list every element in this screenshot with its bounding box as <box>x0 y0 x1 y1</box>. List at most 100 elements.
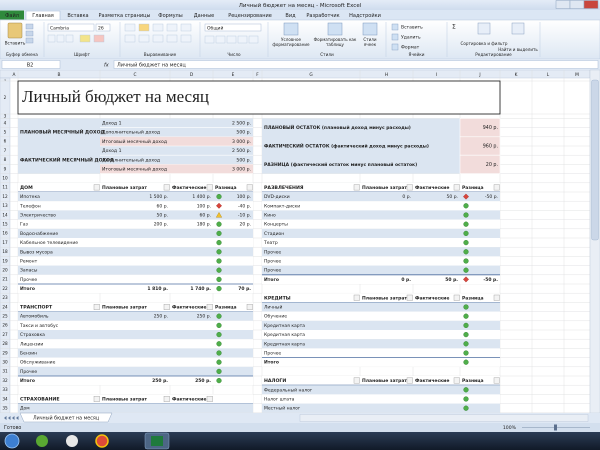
tab-label[interactable]: Вид <box>285 13 296 19</box>
font-style-button[interactable] <box>56 34 65 43</box>
font-color-button[interactable] <box>93 34 105 43</box>
filter-dropdown[interactable] <box>246 184 253 191</box>
name-box-value[interactable]: B2 <box>27 62 34 68</box>
tab-label[interactable]: Файл <box>5 12 19 19</box>
row-header[interactable]: 5 <box>4 130 7 135</box>
row-header[interactable]: 26 <box>2 323 8 328</box>
excel-icon[interactable] <box>151 436 163 446</box>
ribbon-tab[interactable]: Данные <box>194 13 215 19</box>
row-header[interactable]: 23 <box>2 295 8 300</box>
tab-label[interactable]: Разметка страницы <box>99 13 151 19</box>
filter-dropdown[interactable] <box>206 396 213 402</box>
cell-styles-icon[interactable] <box>362 22 378 36</box>
number-button[interactable] <box>248 35 259 44</box>
column-header[interactable]: J <box>478 72 480 78</box>
filter-dropdown[interactable] <box>493 184 500 191</box>
align-button[interactable] <box>152 23 164 32</box>
tab-label[interactable]: Рецензирование <box>228 13 272 19</box>
ribbon-tab[interactable]: Разметка страницы <box>99 13 151 19</box>
close-button[interactable] <box>583 0 599 9</box>
column-header[interactable]: I <box>436 72 437 78</box>
filter-dropdown[interactable] <box>453 184 460 191</box>
zoom-thumb[interactable] <box>554 424 557 431</box>
cell-styles-button[interactable]: Стили ячеек <box>363 37 377 47</box>
row-header[interactable]: 20 <box>2 268 8 273</box>
format-button-icon[interactable] <box>391 43 399 51</box>
row-header[interactable]: 35 <box>2 406 8 411</box>
row-header[interactable]: 24 <box>2 304 8 309</box>
font-name[interactable]: Cambria <box>50 25 69 31</box>
number-button[interactable] <box>215 35 226 44</box>
tab-label[interactable]: Вставка <box>67 13 88 19</box>
filter-dropdown[interactable] <box>406 377 413 384</box>
sort-filter-icon[interactable] <box>477 22 491 35</box>
row-header[interactable]: 15 <box>2 222 8 227</box>
formula-input[interactable] <box>113 60 599 69</box>
filter-dropdown[interactable] <box>353 377 360 384</box>
chrome-icon[interactable] <box>95 434 109 448</box>
paste-icon[interactable] <box>7 22 23 39</box>
column-header[interactable]: M <box>575 72 579 78</box>
tab-label[interactable]: Разработчик <box>306 13 339 19</box>
row-header[interactable]: 27 <box>2 332 8 337</box>
number-format-box[interactable] <box>204 23 262 32</box>
sheet-nav[interactable] <box>8 416 11 420</box>
align-button[interactable] <box>124 34 136 43</box>
tab-label[interactable]: Данные <box>194 13 215 19</box>
column-header[interactable]: G <box>309 72 312 78</box>
column-header[interactable]: B <box>58 72 61 78</box>
row-header[interactable]: 3 <box>4 114 7 119</box>
horizontal-scrollbar[interactable] <box>299 414 589 422</box>
row-header[interactable]: 10 <box>2 176 8 181</box>
column-header[interactable]: F <box>256 72 259 78</box>
row-header[interactable]: 32 <box>2 378 8 383</box>
row-header[interactable]: 28 <box>2 341 8 346</box>
filter-dropdown[interactable] <box>353 294 360 301</box>
utorrent-icon[interactable] <box>36 435 48 447</box>
filter-dropdown[interactable] <box>353 184 360 191</box>
column-header[interactable]: C <box>133 72 136 78</box>
row-header[interactable]: 14 <box>2 212 8 217</box>
font-size-box[interactable] <box>95 23 111 32</box>
row-header[interactable]: 1 <box>4 78 6 82</box>
row-header[interactable]: 11 <box>2 185 8 190</box>
insert-button-icon[interactable] <box>391 23 399 31</box>
row-header[interactable]: 16 <box>2 231 8 236</box>
sort-filter-button[interactable]: Сортировка и фильтр <box>461 41 508 46</box>
align-button[interactable] <box>180 23 192 32</box>
column-header[interactable]: E <box>232 72 235 78</box>
insert-button[interactable]: Вставить <box>401 25 423 31</box>
row-header[interactable]: 19 <box>2 258 8 263</box>
clipboard-tool[interactable] <box>25 23 34 30</box>
clipboard-tool[interactable] <box>25 37 34 44</box>
column-header[interactable]: H <box>385 72 388 78</box>
fx-button[interactable]: fx <box>104 62 109 68</box>
name-box[interactable] <box>1 60 61 69</box>
column-header[interactable]: A <box>13 72 16 78</box>
format-as-table-button[interactable]: Форматировать как таблицу <box>314 37 357 47</box>
font-style-button[interactable] <box>65 34 74 43</box>
row-header[interactable]: 4 <box>4 120 7 125</box>
paste-button[interactable]: Вставить <box>5 41 26 47</box>
filter-dropdown[interactable] <box>246 304 253 310</box>
delete-button[interactable]: Удалить <box>401 35 421 41</box>
row-header[interactable]: 30 <box>2 360 8 365</box>
row-header[interactable]: 31 <box>2 369 8 374</box>
column-header[interactable]: D <box>190 72 194 78</box>
sheet-tab[interactable] <box>19 412 113 423</box>
ribbon-tab[interactable]: Разработчик <box>306 13 339 19</box>
filter-dropdown[interactable] <box>163 184 170 191</box>
conditional-formatting-button[interactable]: Условное форматирование <box>272 37 310 47</box>
ribbon-tab[interactable]: Надстройки <box>349 12 381 19</box>
clipboard-tool[interactable] <box>25 30 34 37</box>
filter-dropdown[interactable] <box>453 294 460 301</box>
sheet-nav[interactable] <box>4 416 7 420</box>
align-button[interactable] <box>138 23 150 32</box>
tab-label[interactable]: Надстройки <box>349 12 381 19</box>
align-button[interactable] <box>138 34 150 43</box>
align-button[interactable] <box>152 34 164 43</box>
row-header[interactable]: 22 <box>2 286 8 291</box>
filter-dropdown[interactable] <box>93 184 100 191</box>
row-header[interactable]: 8 <box>4 157 7 162</box>
row-header[interactable]: 12 <box>2 194 8 199</box>
